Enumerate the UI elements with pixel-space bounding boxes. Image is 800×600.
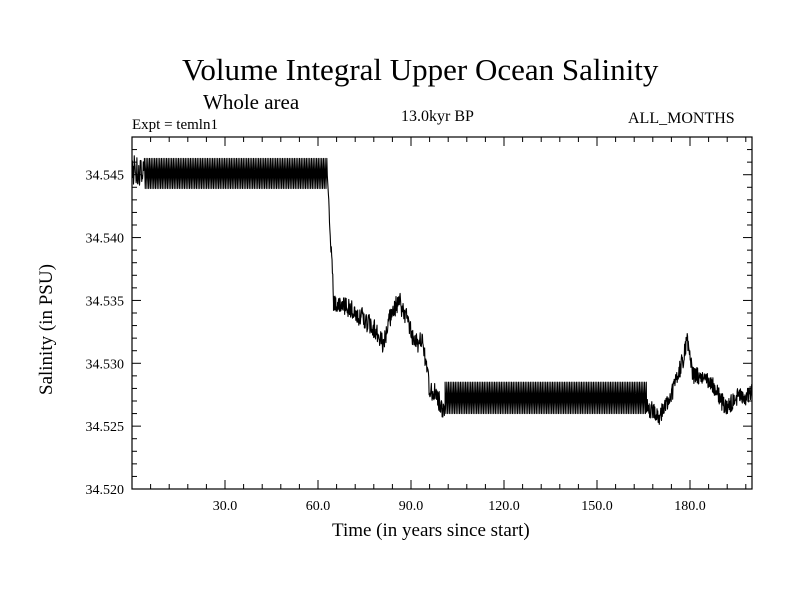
x-tick-label: 150.0 bbox=[581, 499, 613, 514]
x-tick-label: 120.0 bbox=[488, 499, 520, 514]
x-tick-label: 180.0 bbox=[674, 499, 706, 514]
y-tick-label: 34.530 bbox=[86, 357, 125, 372]
x-axis-label: Time (in years since start) bbox=[332, 520, 530, 541]
experiment-label: Expt = temln1 bbox=[132, 117, 218, 133]
chart-title: Volume Integral Upper Ocean Salinity bbox=[182, 52, 659, 87]
plot-frame bbox=[131, 136, 753, 490]
salinity-series-line bbox=[131, 155, 753, 425]
period-label: 13.0kyr BP bbox=[401, 108, 474, 125]
y-tick-label: 34.525 bbox=[86, 420, 125, 435]
months-label: ALL_MONTHS bbox=[628, 110, 735, 127]
axis-ticks: 30.0 60.0 90.0 120.0 150.0 180.0 34.520 34.525 3… bbox=[86, 137, 752, 514]
series-layer bbox=[131, 155, 753, 425]
y-tick-label: 34.535 bbox=[86, 294, 125, 309]
chart-subtitle: Whole area bbox=[203, 90, 300, 114]
x-tick-label: 60.0 bbox=[306, 499, 331, 514]
x-tick-label: 90.0 bbox=[399, 499, 424, 514]
y-tick-label: 34.545 bbox=[86, 169, 125, 184]
x-tick-label: 30.0 bbox=[213, 499, 238, 514]
y-tick-label: 34.520 bbox=[86, 483, 125, 498]
y-tick-label: 34.540 bbox=[86, 232, 125, 247]
